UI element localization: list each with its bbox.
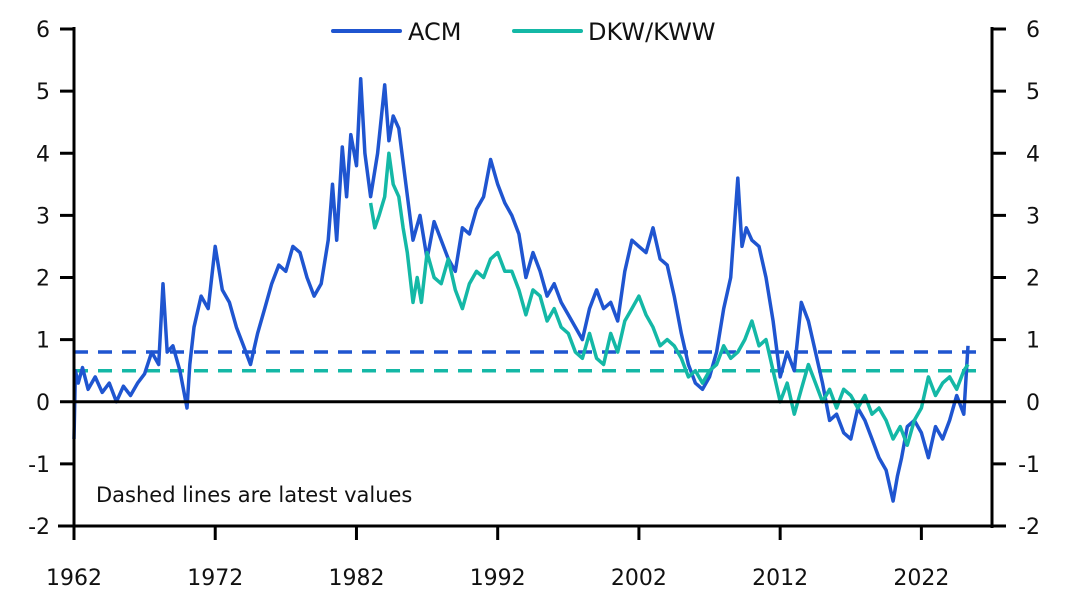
series-line-acm: [72, 76, 970, 503]
y-tick-label-left: -1: [28, 453, 50, 478]
x-axis: 1962 1972 1982 1992 2002 2012 2022: [46, 526, 949, 591]
y-axis-right: -2 -1 0 1 2 3 4 5 6: [992, 18, 1040, 540]
legend-label-dkw-kww: DKW/KWW: [588, 18, 716, 46]
legend-label-acm: ACM: [408, 18, 461, 46]
y-tick-label-right: -1: [1018, 453, 1040, 478]
series-layer: [72, 76, 970, 503]
legend: ACM DKW/KWW: [331, 18, 716, 46]
y-tick-label-left: 2: [36, 267, 50, 292]
y-tick-label-left: 0: [36, 391, 50, 416]
x-tick-label: 1962: [46, 566, 102, 591]
y-tick-label-right: 4: [1026, 142, 1040, 167]
y-tick-label-left: 6: [36, 18, 50, 43]
y-tick-label-left: -2: [28, 515, 50, 540]
x-tick-label: 2022: [893, 566, 949, 591]
y-tick-label-left: 4: [36, 142, 50, 167]
x-tick-label: 1982: [328, 566, 384, 591]
y-axis-left: -2 -1 0 1 2 3 4 5 6: [28, 18, 74, 540]
annotation: Dashed lines are latest values: [96, 483, 412, 507]
latest-value-lines: [74, 350, 976, 373]
y-tick-label-right: 6: [1026, 18, 1040, 43]
x-tick-label: 2002: [611, 566, 667, 591]
y-tick-label-right: -2: [1018, 515, 1040, 540]
series-line-dkw-kww: [368, 151, 970, 447]
y-tick-label-right: 2: [1026, 267, 1040, 292]
x-tick-label: 1972: [187, 566, 243, 591]
y-tick-label-right: 0: [1026, 391, 1040, 416]
y-tick-label-right: 3: [1026, 204, 1040, 229]
x-tick-label: 2012: [752, 566, 808, 591]
y-tick-label-left: 1: [36, 329, 50, 354]
y-tick-label-right: 5: [1026, 80, 1040, 105]
y-tick-label-left: 3: [36, 204, 50, 229]
y-tick-label-right: 1: [1026, 329, 1040, 354]
y-tick-label-left: 5: [36, 80, 50, 105]
x-tick-label: 1992: [470, 566, 526, 591]
